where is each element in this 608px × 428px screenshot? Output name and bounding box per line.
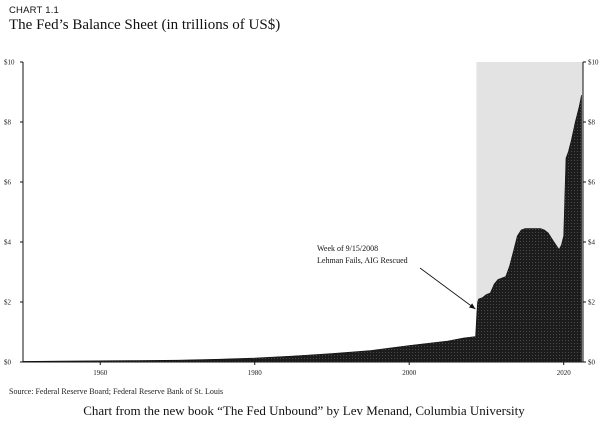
y-tick-label-right: $4 <box>588 239 596 247</box>
y-tick-label-left: $2 <box>4 299 12 307</box>
caption: Chart from the new book “The Fed Unbound… <box>83 403 525 418</box>
y-tick-label-right: $8 <box>588 119 596 127</box>
y-tick-label-left: $10 <box>4 59 15 67</box>
annotation-line-2: Lehman Fails, AIG Rescued <box>317 256 408 265</box>
balance-sheet-chart: $0 $2 $4 $6 $8 $10 $0 $2 $4 $6 $8 $10 1960 1980 2000… <box>4 59 599 378</box>
x-tick-label: 1980 <box>248 369 263 377</box>
balance-sheet-area <box>22 94 582 363</box>
y-tick-label-right: $0 <box>588 359 596 367</box>
y-tick-label-left: $0 <box>4 359 12 367</box>
y-tick-label-left: $4 <box>4 239 12 247</box>
y-tick-label-left: $6 <box>4 179 12 187</box>
y-tick-label-right: $6 <box>588 179 596 187</box>
annotation-arrow <box>419 267 476 310</box>
x-tick-label: 1960 <box>93 369 108 377</box>
x-tick-label: 2020 <box>557 369 572 377</box>
y-tick-label-left: $8 <box>4 119 12 127</box>
annotation-line-1: Week of 9/15/2008 <box>317 244 378 253</box>
x-tick-label: 2000 <box>402 369 417 377</box>
chart-title: The Fed’s Balance Sheet (in trillions of… <box>9 17 281 33</box>
y-tick-label-right: $10 <box>588 59 599 67</box>
y-tick-label-right: $2 <box>588 299 596 307</box>
annotation-arrowhead <box>469 303 476 309</box>
chart-number-label: CHART 1.1 <box>9 5 60 16</box>
source-note: Source: Federal Reserve Board; Federal R… <box>9 387 224 396</box>
